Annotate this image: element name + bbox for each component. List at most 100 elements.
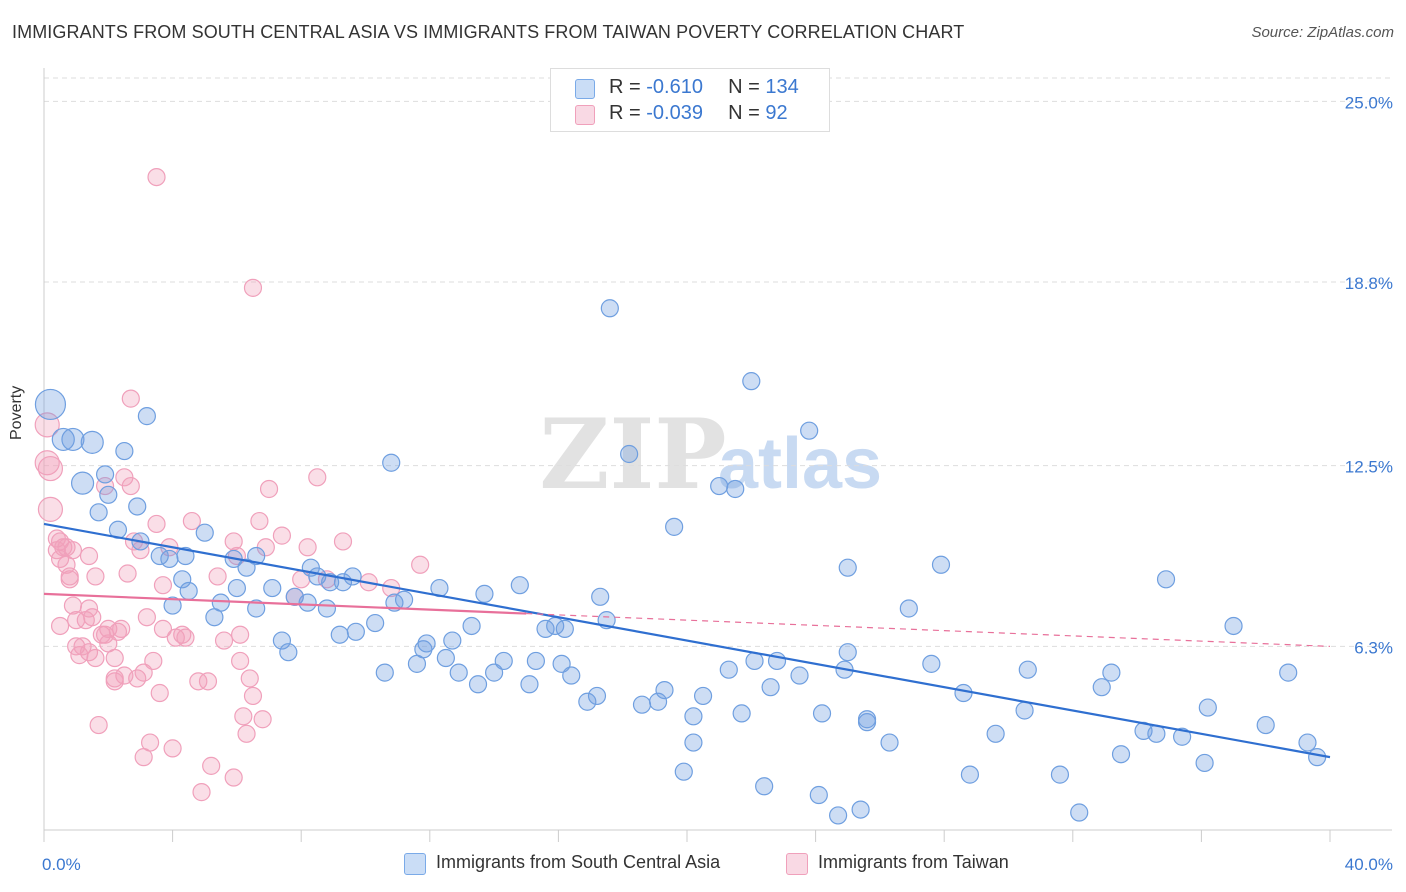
data-point-taiwan <box>121 389 140 408</box>
y-tick-label: 12.5% <box>1345 458 1393 477</box>
data-point-taiwan <box>253 710 272 729</box>
watermark-atlas: atlas <box>718 424 882 504</box>
data-point-taiwan <box>108 622 128 641</box>
data-point-taiwan <box>147 514 166 534</box>
data-point-taiwan <box>86 567 105 586</box>
data-point-south-central-asia <box>99 485 118 504</box>
data-point-south-central-asia <box>195 523 214 542</box>
data-point-south-central-asia <box>851 800 870 819</box>
data-point-south-central-asia <box>237 558 256 577</box>
n-label: N = <box>728 76 760 98</box>
data-point-south-central-asia <box>321 573 340 592</box>
data-point-south-central-asia <box>1015 701 1034 720</box>
data-point-taiwan <box>153 576 173 595</box>
x-tick-label: 0.0% <box>42 855 81 874</box>
data-point-taiwan <box>250 511 269 531</box>
data-point-south-central-asia <box>317 599 337 618</box>
data-point-taiwan <box>243 686 263 706</box>
r-value: -0.039 <box>646 102 703 124</box>
data-point-south-central-asia <box>1070 803 1089 822</box>
data-point-taiwan <box>83 608 102 627</box>
legend-label: Immigrants from South Central Asia <box>436 852 721 872</box>
data-point-taiwan <box>224 768 243 787</box>
data-point-south-central-asia <box>600 299 619 318</box>
n-label: N = <box>728 102 760 124</box>
data-point-south-central-asia <box>1092 678 1111 697</box>
trend-line-south-central-asia <box>43 522 1331 759</box>
data-point-south-central-asia <box>468 675 488 694</box>
data-point-taiwan <box>37 455 64 482</box>
data-point-south-central-asia <box>137 407 156 426</box>
data-point-south-central-asia <box>742 372 761 391</box>
data-point-taiwan <box>240 669 259 688</box>
data-point-taiwan <box>214 631 234 650</box>
data-point-south-central-asia <box>160 549 179 569</box>
data-point-south-central-asia <box>211 593 230 612</box>
data-point-taiwan <box>37 496 64 522</box>
data-point-south-central-asia <box>272 631 292 650</box>
data-point-south-central-asia <box>462 616 481 636</box>
r-value: -0.610 <box>646 76 703 98</box>
r-label: R = <box>609 76 641 98</box>
data-point-south-central-asia <box>648 692 668 711</box>
data-point-south-central-asia <box>375 663 394 682</box>
data-point-taiwan <box>208 567 227 586</box>
data-point-south-central-asia <box>931 555 951 574</box>
data-point-taiwan <box>153 619 173 638</box>
data-point-taiwan <box>50 616 70 636</box>
legend-swatch-taiwan <box>786 853 808 875</box>
series-south-central-asia <box>34 299 1327 825</box>
data-point-south-central-asia <box>761 678 780 697</box>
data-point-south-central-asia <box>1102 663 1121 682</box>
data-point-south-central-asia <box>520 675 539 694</box>
data-point-south-central-asia <box>366 613 385 633</box>
data-point-taiwan <box>63 541 83 560</box>
data-point-taiwan <box>333 532 353 551</box>
r-label: R = <box>609 102 641 124</box>
data-point-south-central-asia <box>475 584 494 604</box>
trend-lines <box>43 522 1331 759</box>
data-point-south-central-asia <box>417 634 436 653</box>
data-point-taiwan <box>173 625 192 644</box>
data-point-south-central-asia <box>693 686 713 706</box>
data-point-south-central-asia <box>655 680 674 700</box>
trend-line-taiwan <box>43 592 527 615</box>
data-point-taiwan <box>140 733 160 752</box>
data-point-south-central-asia <box>665 517 684 536</box>
data-point-taiwan <box>105 648 124 668</box>
data-point-south-central-asia <box>899 599 918 618</box>
data-point-taiwan <box>176 628 195 647</box>
trend-line-taiwan-extrapolated <box>526 612 1331 647</box>
data-point-south-central-asia <box>1147 724 1166 743</box>
data-point-taiwan <box>182 511 201 531</box>
legend-swatch-south-central-asia <box>575 79 595 99</box>
data-point-south-central-asia <box>494 651 513 671</box>
n-value: 92 <box>765 102 788 124</box>
data-point-taiwan <box>118 564 137 583</box>
data-point-taiwan <box>60 570 79 589</box>
data-point-south-central-asia <box>1256 715 1275 735</box>
data-point-south-central-asia <box>61 427 85 452</box>
data-point-south-central-asia <box>954 683 973 703</box>
data-point-south-central-asia <box>562 666 581 685</box>
data-point-south-central-asia <box>227 578 246 598</box>
data-point-south-central-asia <box>330 625 349 644</box>
data-point-south-central-asia <box>812 704 832 723</box>
data-point-south-central-asia <box>1198 698 1217 717</box>
tick-labels: 6.3% 12.5% 18.8% 25.0% 0.0% 40.0% <box>42 93 1393 874</box>
axes <box>43 68 1392 842</box>
data-point-south-central-asia <box>485 663 504 682</box>
legend-stats: R = -0.039 N = 92 <box>609 102 788 125</box>
legend-swatch-south-central-asia <box>404 853 426 875</box>
data-point-south-central-asia <box>70 471 95 495</box>
y-tick-label: 25.0% <box>1345 93 1393 112</box>
data-point-taiwan <box>86 648 105 668</box>
data-point-taiwan <box>202 756 221 775</box>
data-point-taiwan <box>198 672 218 691</box>
data-point-taiwan <box>150 683 169 703</box>
data-point-taiwan <box>105 672 124 691</box>
data-point-south-central-asia <box>382 453 401 472</box>
data-point-south-central-asia <box>346 622 365 641</box>
data-point-taiwan <box>259 479 279 499</box>
